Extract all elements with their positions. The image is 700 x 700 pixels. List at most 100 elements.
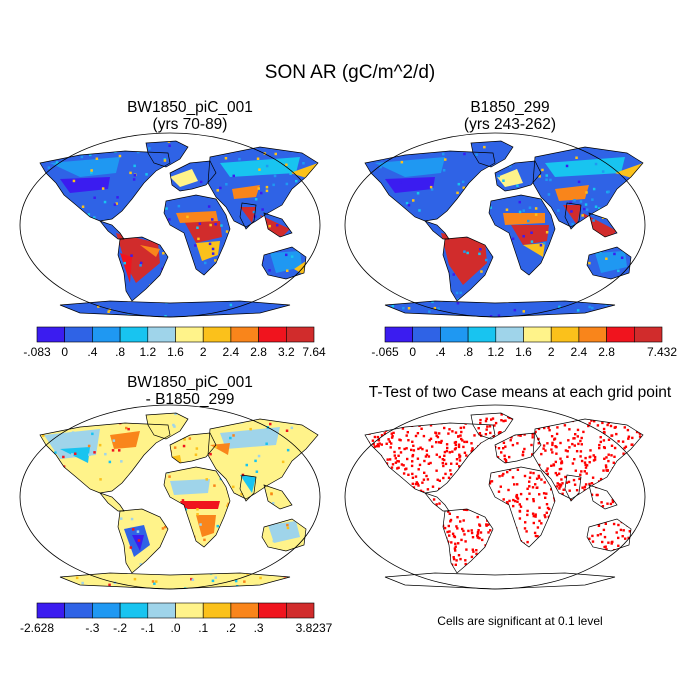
coastline-na	[39, 150, 171, 222]
colorbar-box	[412, 326, 441, 343]
coastline-antarctica	[384, 572, 616, 590]
colorbar-box	[64, 326, 93, 343]
colorbar-box	[230, 602, 259, 619]
colorbar-box	[633, 326, 663, 343]
colorbar-tick-label: .4	[435, 345, 445, 359]
field-patch	[232, 185, 260, 199]
colorbar-tick-label: 1.6	[515, 345, 532, 359]
colorbar-box	[523, 326, 552, 343]
colorbar-box	[202, 326, 232, 343]
colorbar-tick-label: 1.6	[167, 345, 184, 359]
field-patch	[110, 431, 140, 449]
colorbar-tick-label: -.2	[113, 621, 127, 635]
coastline-europe	[494, 432, 542, 464]
panel-title-bw1850-line1: BW1850_piC_001	[127, 99, 253, 116]
field-patch	[595, 251, 627, 273]
field-patch	[170, 479, 210, 495]
coastline-asia	[207, 418, 319, 500]
coastline-seasia	[263, 212, 293, 238]
colorbar-box	[440, 326, 469, 343]
field-patch	[220, 427, 280, 449]
colorbar-box	[92, 602, 121, 619]
field-patch	[555, 185, 589, 201]
colorbar-tick-label: 2	[200, 345, 207, 359]
coastline-seasia	[588, 484, 618, 510]
colorbar-tick-label: -.3	[85, 621, 99, 635]
field-patch	[385, 177, 435, 193]
map-frame	[19, 132, 321, 318]
colorbar-box	[36, 602, 66, 619]
coastline-seasia	[263, 484, 293, 510]
colorbar-tick-label: -2.628	[20, 621, 54, 635]
coastline-asia	[532, 418, 644, 500]
colorbar-box	[64, 602, 93, 619]
colorbar-tick-label: 0	[61, 345, 68, 359]
field-patch	[180, 501, 220, 509]
map-difference	[19, 404, 321, 590]
panel-title-bw1850: BW1850_piC_001 (yrs 70-89)	[40, 99, 340, 133]
map-frame	[19, 404, 321, 590]
colorbar-box	[495, 326, 524, 343]
field-patch	[563, 205, 581, 225]
colorbar-tick-label: 2.8	[598, 345, 615, 359]
panel-title-b1850-line2: (yrs 243-262)	[463, 116, 557, 133]
coastline-europe	[169, 160, 217, 192]
colorbar-tick-label: .3	[254, 621, 264, 635]
colorbar-box	[467, 326, 497, 343]
field-patch	[240, 207, 256, 223]
field-patch	[184, 221, 222, 243]
colorbar-box	[258, 326, 287, 343]
coastline-europe	[169, 432, 217, 464]
field-patch	[268, 521, 300, 543]
colorbar-tick-label: 1.2	[139, 345, 156, 359]
field-patch	[511, 225, 549, 245]
coastline-greenland	[470, 140, 514, 168]
field-patch	[583, 213, 617, 239]
field-patch	[503, 213, 545, 225]
field-patch	[497, 169, 523, 187]
field-patch	[240, 475, 256, 493]
coastline-asia	[532, 146, 644, 228]
colorbar-tick-label: .2	[226, 621, 236, 635]
colorbar-tick-label: -.1	[141, 621, 155, 635]
colorbar-box	[175, 326, 204, 343]
colorbar-tick-label: .0	[170, 621, 180, 635]
colorbar-tick-label: -.083	[23, 345, 51, 359]
colorbar-tick-label: 3.8237	[296, 621, 333, 635]
panel-title-difference-line1: BW1850_piC_001	[127, 374, 253, 391]
coastline-sa	[117, 236, 169, 302]
colorbar-tick-label: 7.432	[647, 345, 677, 359]
field-patch	[196, 515, 216, 537]
coastline-india	[239, 202, 257, 230]
panel-title-difference: BW1850_piC_001 - B1850_299	[40, 374, 340, 408]
coastline-ca	[423, 220, 450, 240]
field-patch	[294, 261, 306, 275]
colorbar-box	[36, 326, 66, 343]
colorbar-box	[202, 602, 232, 619]
colorbar-tick-label: 1.2	[487, 345, 504, 359]
panel-title-bw1850-line2: (yrs 70-89)	[152, 116, 228, 133]
map-frame	[344, 404, 646, 590]
panel-title-difference-line2: - B1850_299	[145, 391, 235, 408]
coastline-sa	[117, 508, 169, 574]
coastline-antarctica	[59, 300, 291, 318]
coastline-sa	[442, 508, 494, 574]
colorbar-tick-label: .1	[198, 621, 208, 635]
colorbar-tick-label: 0	[409, 345, 416, 359]
colorbar-box	[230, 326, 259, 343]
colorbar-b1850: -.065 0 .4 .8 1.2 1.6 2 2.4 2.8 7.432	[371, 326, 677, 359]
colorbar-difference: -2.628 -.3 -.2 -.1 .0 .1 .2 .3 3.8237	[20, 602, 333, 635]
colorbar-bw1850: -.083 0 .4 .8 1.2 1.6 2 2.4 2.8 3.2 7.64	[23, 326, 326, 359]
colorbar-box	[119, 326, 149, 343]
panel-title-ttest: T-Test of two Case means at each grid po…	[368, 384, 672, 401]
colorbar-box	[550, 326, 580, 343]
coastline-greenland	[145, 140, 189, 168]
colorbar-tick-label: -.065	[371, 345, 399, 359]
coastline-india	[239, 474, 257, 502]
coastline-africa	[488, 194, 556, 276]
panel-title-b1850-line1: B1850_299	[470, 99, 550, 116]
colorbar-box	[119, 602, 149, 619]
colorbar-tick-label: 3.2	[278, 345, 295, 359]
field-patch	[523, 243, 545, 257]
